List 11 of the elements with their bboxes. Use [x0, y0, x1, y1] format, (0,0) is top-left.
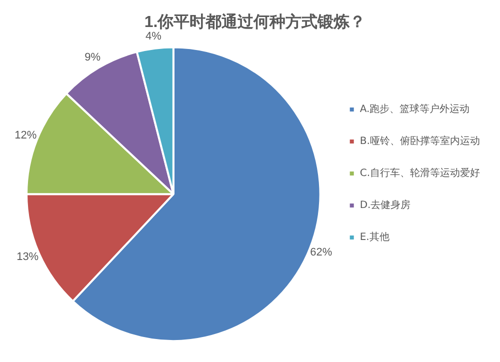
- chart-title: 1.你平时都通过何种方式锻炼？: [144, 12, 366, 32]
- legend-label: E.其他: [360, 231, 390, 244]
- data-label: 4%: [146, 30, 162, 42]
- data-label: 13%: [16, 251, 39, 264]
- data-label: 12%: [14, 130, 37, 142]
- legend-label: B.哑铃、俯卧撑等室内运动: [360, 135, 480, 148]
- legend-label: A.跑步、篮球等户外运动: [360, 103, 470, 116]
- legend-label: D.去健身房: [360, 199, 411, 212]
- legend-label: C.自行车、轮滑等运动爱好: [360, 167, 480, 180]
- data-label: 9%: [84, 51, 101, 64]
- data-label: 62%: [310, 246, 332, 259]
